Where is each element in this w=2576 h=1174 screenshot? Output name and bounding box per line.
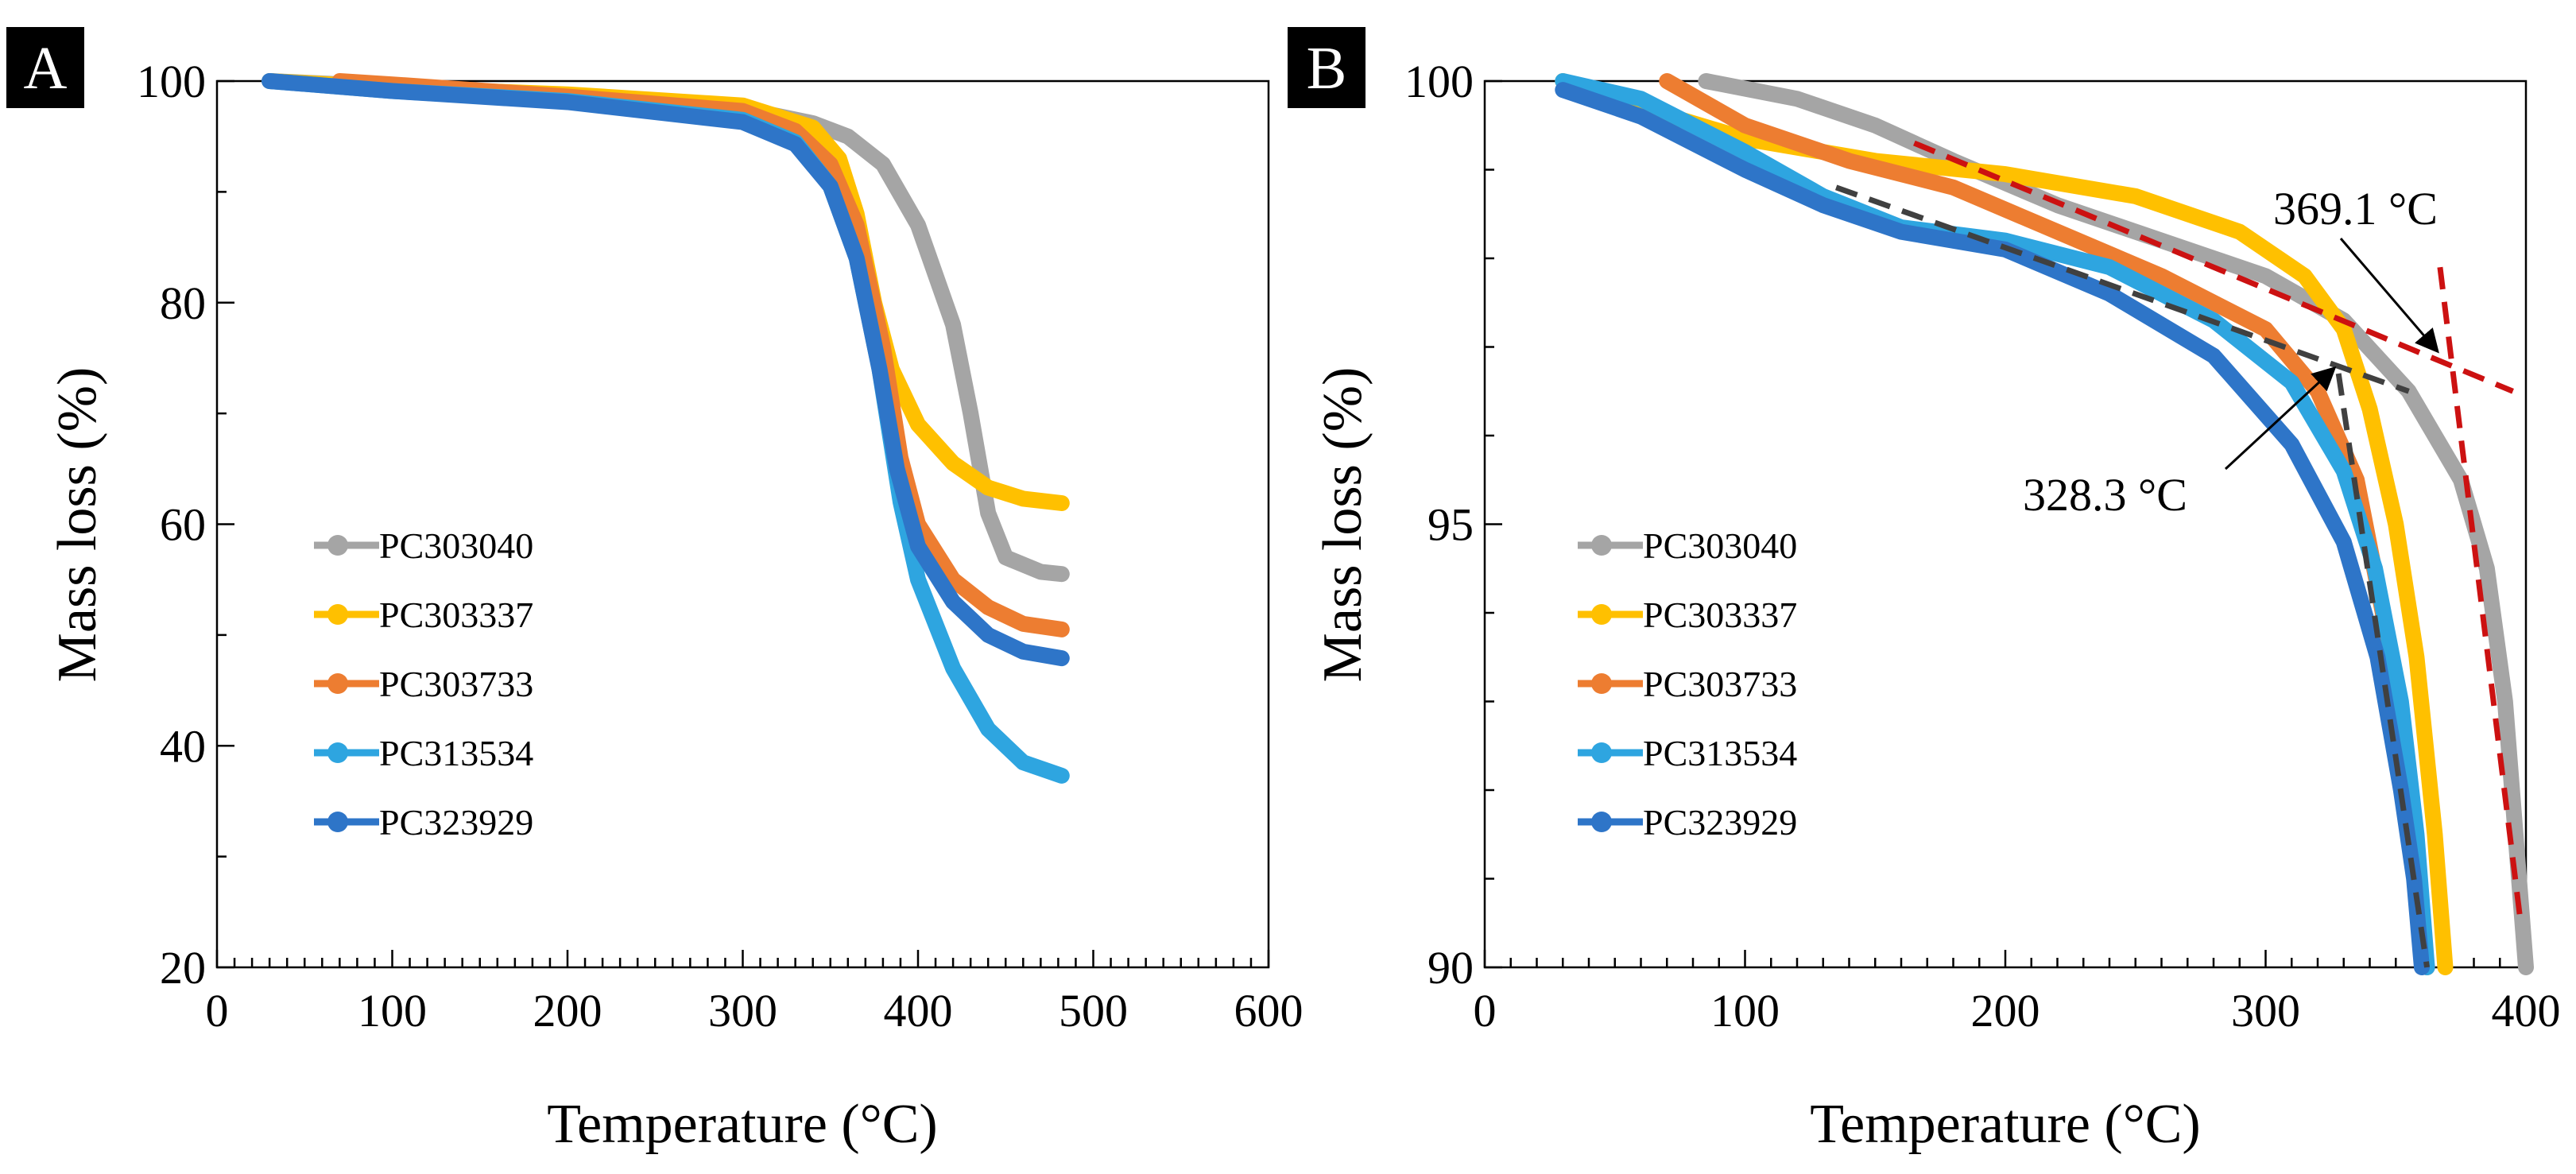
legend-marker-PC313534 (1591, 742, 1612, 763)
y-tick-label: 100 (137, 56, 206, 107)
legend-marker-PC303337 (327, 604, 348, 625)
legend-label-PC313534: PC313534 (1643, 733, 1797, 773)
y-tick-label: 90 (1427, 942, 1474, 994)
legend-marker-PC303040 (327, 535, 348, 556)
tangent-line-1 (1913, 140, 2514, 394)
legend-label-PC303733: PC303733 (379, 664, 533, 704)
x-tick-label: 300 (708, 985, 777, 1036)
panel-b-ticks (1483, 79, 2528, 969)
x-tick-label: 400 (2492, 985, 2561, 1036)
x-tick-label: 200 (1971, 985, 2040, 1036)
panel-b-label: B (1307, 35, 1347, 102)
x-tick-label: 400 (884, 985, 953, 1036)
y-tick-label: 60 (160, 499, 206, 551)
legend-label-PC303040: PC303040 (379, 525, 533, 566)
annotation-arrow-328 (2224, 366, 2337, 471)
legend-marker-PC303733 (1591, 673, 1612, 694)
legend-label-PC303337: PC303337 (379, 595, 533, 635)
legend-label-PC303733: PC303733 (1643, 664, 1797, 704)
annotation-arrow-369 (2339, 238, 2439, 354)
panel-a-legend: PC303040 PC303337 PC303733 PC313534 PC323929 (314, 525, 533, 843)
legend-marker-PC303337 (1591, 604, 1612, 625)
panel-a-x-axis-label: Temperature (°C) (547, 1094, 937, 1155)
panel-b-legend: PC303040 PC303337 PC303733 PC313534 PC323929 (1578, 525, 1797, 843)
annotation-label-369: 369.1 °C (2273, 183, 2438, 234)
series-line-PC303040 (261, 73, 1070, 583)
panel-a-y-axis-label: Mass loss (%) (47, 367, 108, 683)
x-tick-label: 100 (358, 985, 427, 1036)
tangent-line-2 (2437, 266, 2524, 924)
panel-b-y-axis-label: Mass loss (%) (1312, 367, 1373, 683)
legend-marker-PC313534 (327, 742, 348, 763)
series-line-PC303337 (1555, 73, 2454, 975)
panel-a-label: A (24, 35, 68, 102)
legend-label-PC313534: PC313534 (379, 733, 533, 773)
y-tick-label: 95 (1427, 499, 1474, 551)
panel-b-label-box (1288, 27, 1365, 108)
legend-marker-PC303040 (1591, 535, 1612, 556)
panel-b-tangent-lines (1834, 140, 2524, 968)
legend-label-PC303040: PC303040 (1643, 525, 1797, 566)
panel-a-plot-frame (215, 79, 1270, 969)
x-tick-label: 0 (206, 985, 229, 1036)
tangent-line-4 (2335, 373, 2431, 968)
x-tick-label: 200 (533, 985, 602, 1036)
x-tick-label: 0 (1474, 985, 1497, 1036)
x-tick-label: 300 (2231, 985, 2300, 1036)
panel-a-series (261, 73, 1070, 784)
legend-marker-PC303733 (327, 673, 348, 694)
legend-marker-PC323929 (327, 812, 348, 832)
panel-a: A 0 100 200 300 400 500 600 20 40 60 80 100 Tempera… (6, 27, 1303, 1155)
x-tick-label: 600 (1234, 985, 1303, 1036)
series-line-PC313534 (1555, 73, 2435, 975)
panel-b-series (1555, 73, 2534, 975)
panel-a-ticks (215, 79, 1270, 969)
legend-marker-PC323929 (1591, 812, 1612, 832)
y-tick-label: 20 (160, 942, 206, 994)
y-tick-label: 80 (160, 277, 206, 329)
series-line-PC323929 (261, 73, 1070, 667)
tangent-line-3 (1834, 184, 2410, 394)
panel-b-tick-labels: 0 100 200 300 400 90 95 100 (1404, 56, 2561, 1036)
legend-label-PC303337: PC303337 (1643, 595, 1797, 635)
y-tick-label: 100 (1404, 56, 1474, 107)
series-line-PC303040 (1698, 73, 2534, 975)
panel-b: B 0 100 200 300 400 90 95 100 369.1 °C 328.3 °C… (1288, 27, 2561, 1155)
x-tick-label: 100 (1710, 985, 1780, 1036)
panel-a-label-box (6, 27, 84, 108)
x-tick-label: 500 (1059, 985, 1128, 1036)
panel-b-x-axis-label: Temperature (°C) (1810, 1094, 2200, 1155)
annotation-label-328: 328.3 °C (2023, 469, 2187, 521)
legend-label-PC323929: PC323929 (1643, 802, 1797, 843)
legend-label-PC323929: PC323929 (379, 802, 533, 843)
panel-a-tick-labels: 0 100 200 300 400 500 600 20 40 60 80 100 (137, 56, 1303, 1036)
panel-b-annotations: 369.1 °C 328.3 °C (2023, 183, 2439, 521)
y-tick-label: 40 (160, 720, 206, 772)
